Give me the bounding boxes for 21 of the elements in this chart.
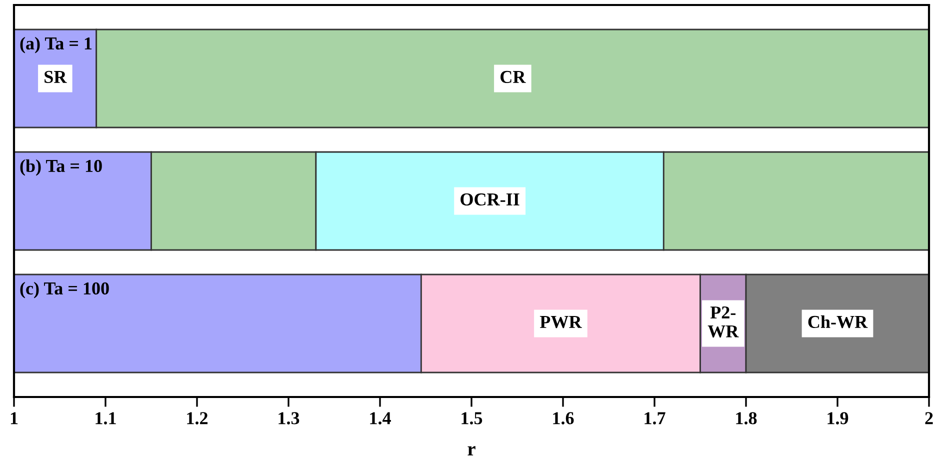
- data-label: SR: [44, 70, 67, 84]
- x-tick-label: 1.6: [553, 412, 574, 424]
- data-label: PWR: [540, 316, 582, 328]
- data-label: CR: [500, 70, 526, 84]
- x-tick-label: 2: [925, 412, 933, 424]
- data-label: Ch-WR: [808, 315, 868, 328]
- x-tick-label: 1.8: [736, 412, 757, 424]
- data-label: P2- WR: [708, 306, 739, 338]
- x-tick-label: 1.1: [96, 412, 116, 424]
- x-tick-label: 1.4: [370, 412, 391, 424]
- y-tick-label: (c) Ta = 100: [20, 282, 109, 298]
- x-axis-title: r: [468, 446, 476, 456]
- x-tick-label: 1.9: [828, 412, 848, 424]
- x-tick-label: 1.5: [462, 412, 482, 424]
- x-tick-label: 1.2: [187, 412, 208, 424]
- x-tick-label: 1.7: [644, 412, 666, 424]
- data-label: OCR-II: [460, 193, 520, 206]
- x-tick-label: 1: [10, 412, 18, 424]
- y-tick-label: (b) Ta = 10: [20, 159, 102, 176]
- y-tick-label: (a) Ta = 1: [20, 36, 92, 54]
- x-tick-label: 1.3: [278, 412, 300, 424]
